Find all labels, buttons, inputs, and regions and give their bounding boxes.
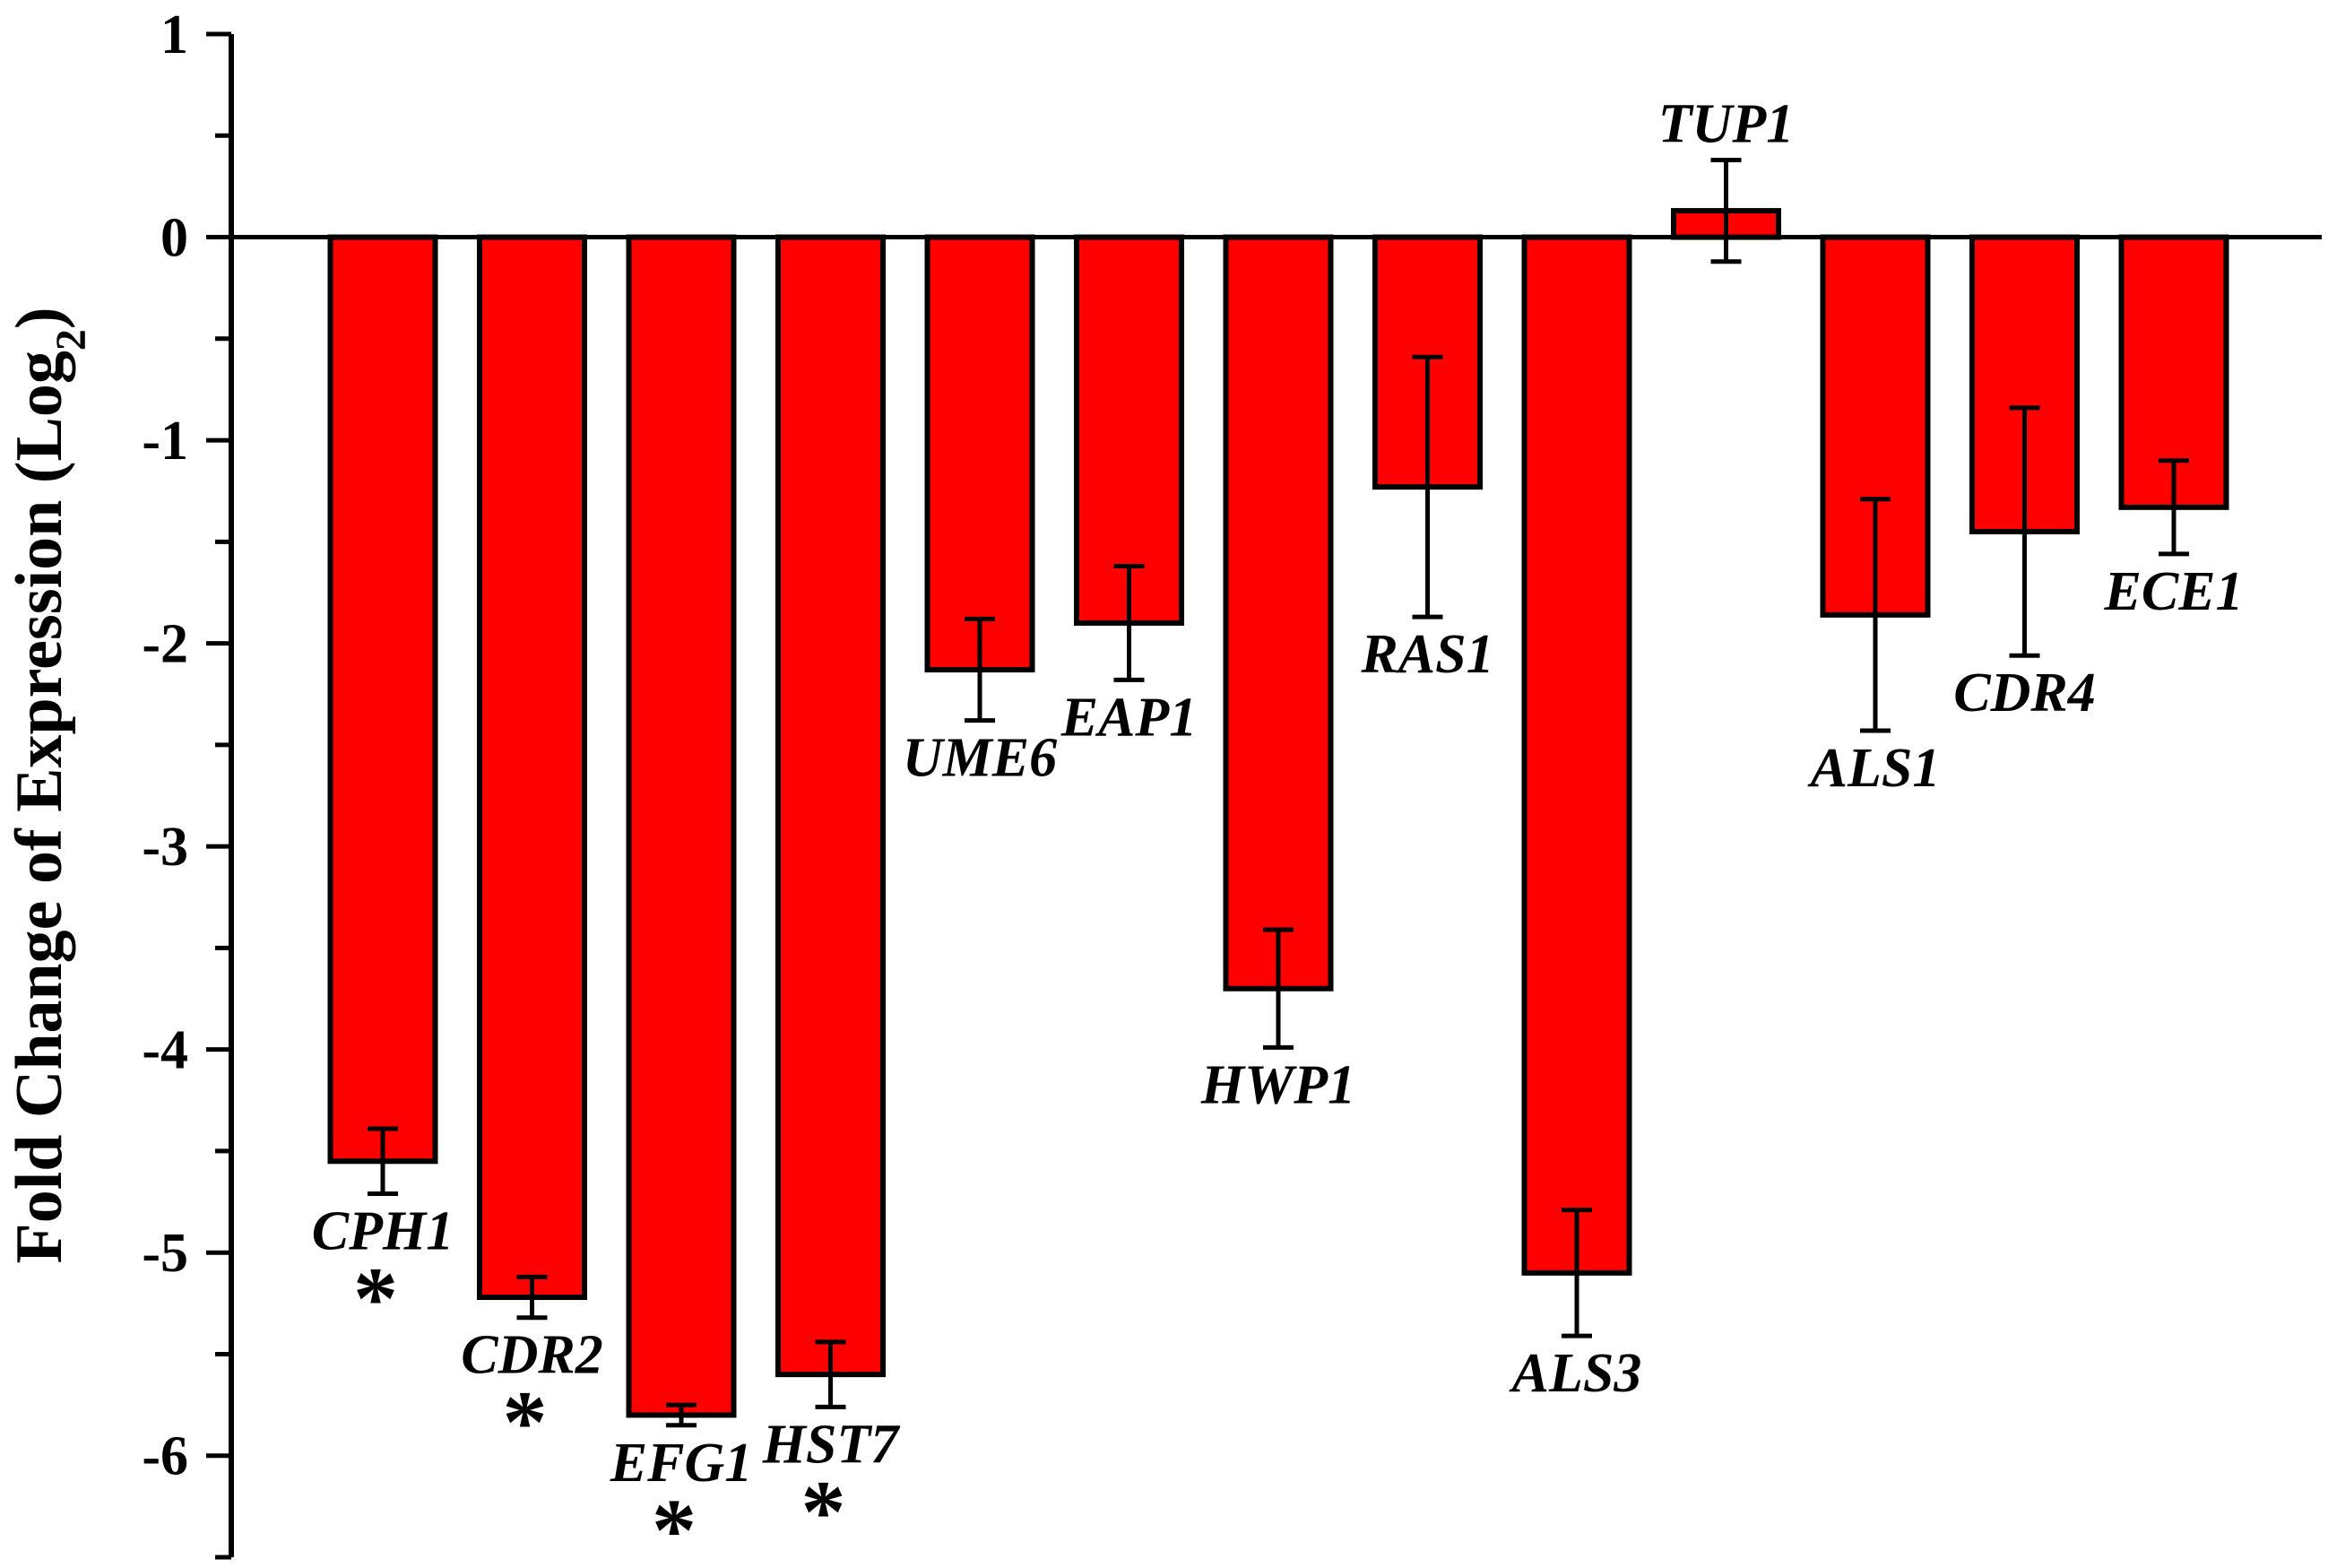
- y-axis: 1 0 -1 -2 -3 -4 -5 -6: [142, 4, 234, 1560]
- gene-label-eap1: EAP1: [1060, 687, 1198, 748]
- bar-ume6: [924, 234, 1035, 673]
- gene-label-cdr2: CDR2: [461, 1325, 602, 1386]
- bar-hst7: [775, 234, 886, 1378]
- gene-label-ras1: RAS1: [1360, 624, 1493, 685]
- significance-star: *: [503, 1373, 548, 1472]
- gene-label-cdr4: CDR4: [1953, 663, 2095, 723]
- bar-hwp1: [1223, 234, 1334, 992]
- gene-label-als1: ALS1: [1807, 738, 1941, 799]
- bar-cph1: [327, 234, 438, 1165]
- bar-efg1: [626, 234, 737, 1418]
- y-tick-label: -4: [142, 1020, 188, 1081]
- y-tick-label: -6: [142, 1426, 188, 1487]
- gene-label-ume6: UME6: [903, 728, 1057, 789]
- gene-label-cph1: CPH1: [312, 1201, 454, 1262]
- significance-markers-group: * * * *: [353, 1249, 846, 1568]
- y-axis-title-subscript: 2: [48, 329, 95, 351]
- y-tick-label: -1: [142, 411, 188, 472]
- gene-label-hwp1: HWP1: [1200, 1054, 1355, 1115]
- y-tick-label: 0: [160, 208, 188, 269]
- significance-star: *: [652, 1480, 697, 1568]
- significance-star: *: [801, 1461, 846, 1561]
- error-bars-group: [368, 157, 2189, 1428]
- y-axis-title-main: Fold Change of Expression (Log: [3, 351, 76, 1263]
- bar-als3: [1521, 234, 1632, 1276]
- y-tick-label: 1: [160, 4, 188, 65]
- y-axis-title: Fold Change of Expression (Log2): [3, 308, 95, 1264]
- y-tick-label: -5: [142, 1223, 188, 1284]
- y-tick-label: -3: [142, 817, 188, 878]
- y-tick-label: -2: [142, 614, 188, 675]
- bar-als1: [1820, 234, 1931, 618]
- bar-cdr2: [477, 234, 587, 1301]
- significance-star: *: [353, 1249, 398, 1348]
- y-axis-title-close: ): [3, 308, 76, 330]
- gene-label-ece1: ECE1: [2103, 561, 2243, 622]
- gene-label-als3: ALS3: [1509, 1343, 1642, 1404]
- gene-label-tup1: TUP1: [1658, 93, 1795, 154]
- gene-label-efg1: EFG1: [610, 1433, 752, 1494]
- gene-label-hst7: HST7: [762, 1414, 902, 1475]
- bars-group: [327, 208, 2229, 1418]
